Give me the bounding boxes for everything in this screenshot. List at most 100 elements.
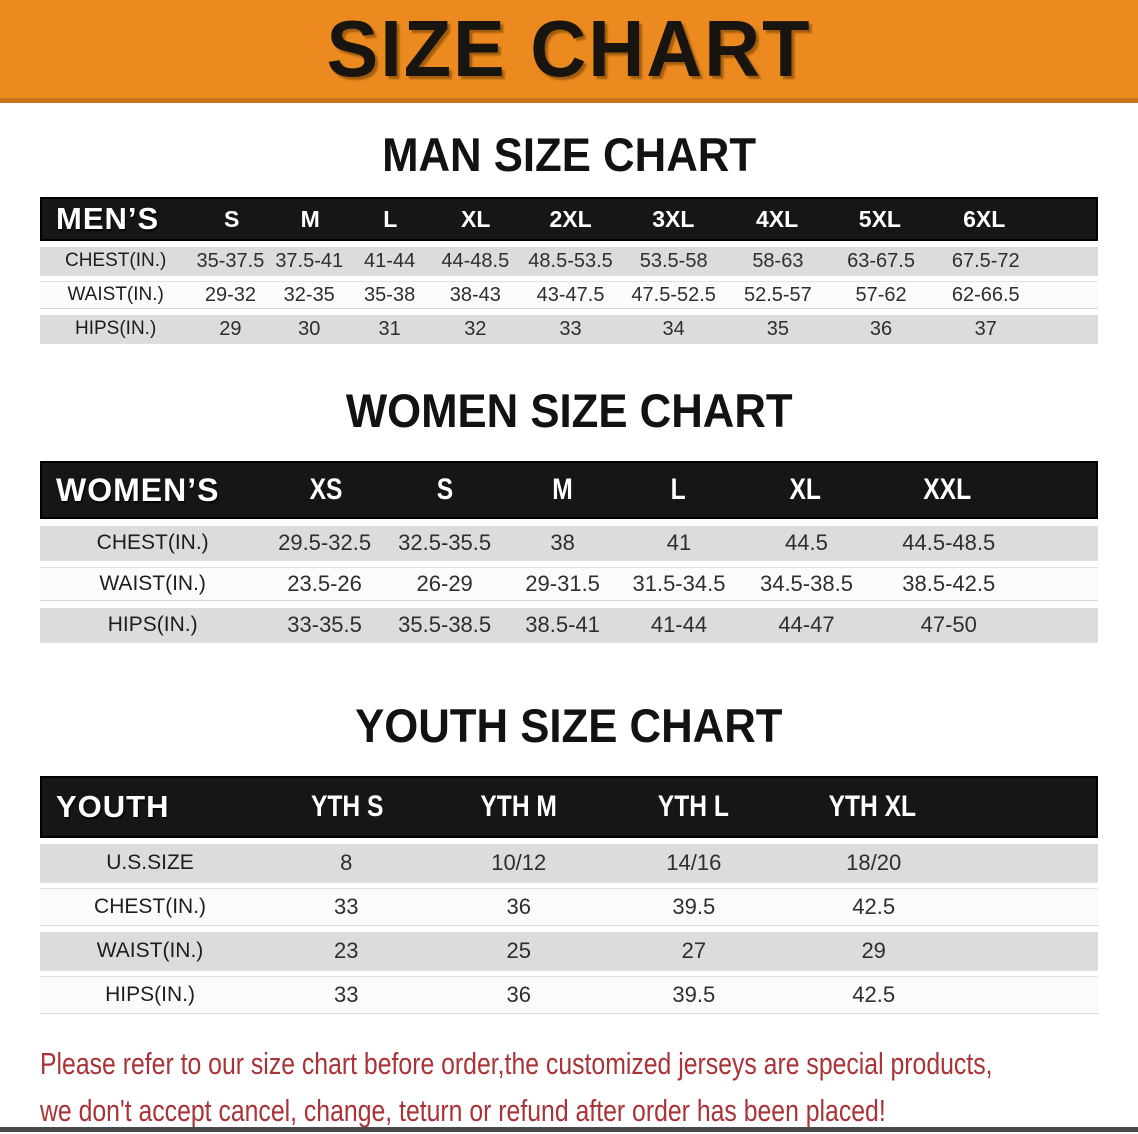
size-column-header: XS	[309, 473, 342, 506]
size-value-cell: 18/20	[846, 850, 902, 875]
size-column-header: 6XL	[963, 205, 1006, 232]
table-row: CHEST(IN.) 29.5-32.5 32.5-35.5 38 41 44.5 44.5…	[40, 526, 1098, 560]
size-value-cell: 62-66.5	[951, 283, 1020, 306]
size-value-cell: 30	[298, 317, 321, 340]
size-value-cell: 37.5-41	[275, 249, 344, 272]
measure-row-label: CHEST(IN.)	[64, 250, 167, 271]
size-column-header: L	[671, 473, 687, 506]
size-value-cell: 41-44	[364, 249, 416, 272]
size-value-cell: 33	[334, 982, 359, 1007]
size-value-cell: 35-37.5	[196, 249, 265, 272]
size-column-header: XXL	[923, 473, 972, 506]
size-value-cell: 63-67.5	[847, 249, 915, 272]
size-value-cell: 23	[334, 938, 359, 963]
order-disclaimer: Please refer to our size chart before or…	[40, 1040, 1098, 1134]
table-row: HIPS(IN.) 33-35.5 35.5-38.5 38.5-41 41-44 44-…	[40, 608, 1098, 642]
size-value-cell: 34.5-38.5	[759, 571, 853, 596]
table-row: WAIST(IN.) 23.5-26 26-29 29-31.5 31.5-34.5 34…	[40, 567, 1098, 601]
size-value-cell: 38.5-42.5	[902, 571, 996, 596]
size-value-cell: 36	[506, 894, 531, 919]
banner-title: SIZE CHART	[326, 4, 812, 93]
size-value-cell: 38.5-41	[525, 612, 600, 637]
size-column-header: 2XL	[549, 205, 592, 232]
size-value-cell: 47-50	[920, 612, 977, 637]
measure-row-label: WAIST(IN.)	[99, 572, 206, 595]
size-value-cell: 43-47.5	[536, 283, 605, 306]
size-value-cell: 39.5	[672, 894, 716, 919]
size-value-cell: 14/16	[666, 850, 722, 875]
table-header-row: MEN’S S M L XL 2XL 3XL 4XL 5XL 6XL	[40, 197, 1098, 241]
size-value-cell: 27	[681, 938, 707, 963]
measure-row-label: U.S.SIZE	[106, 851, 194, 874]
size-value-cell: 44-47	[778, 612, 835, 637]
measure-row-label: CHEST(IN.)	[94, 895, 207, 918]
size-value-cell: 38-43	[449, 283, 501, 306]
measure-row-label: HIPS(IN.)	[105, 983, 195, 1006]
size-value-cell: 52.5-57	[743, 283, 812, 306]
size-value-cell: 26-29	[416, 571, 473, 596]
size-column-header: YTH S	[310, 790, 384, 823]
size-value-cell: 42.5	[852, 894, 896, 919]
size-column-header: M	[552, 473, 573, 506]
table-header-row: YOUTH YTH S YTH M YTH L YTH XL	[40, 776, 1098, 838]
bottom-edge-strip	[0, 1127, 1138, 1132]
mens-size-table: MEN’S S M L XL 2XL 3XL 4XL 5XL 6XL CHEST(IN.) 35-37…	[40, 197, 1098, 343]
size-value-cell: 8	[340, 850, 353, 875]
size-value-cell: 33	[559, 317, 582, 340]
size-column-header: M	[300, 205, 320, 232]
youth-section-heading: YOUTH SIZE CHART	[0, 698, 1138, 752]
size-value-cell: 58-63	[752, 249, 804, 272]
size-column-header: YTH L	[657, 790, 729, 823]
measure-row-label: WAIST(IN.)	[96, 939, 204, 962]
size-value-cell: 32.5-35.5	[398, 530, 492, 555]
size-column-header: XL	[789, 473, 822, 506]
size-column-header: YTH XL	[828, 790, 917, 823]
size-value-cell: 35.5-38.5	[398, 612, 492, 637]
size-value-cell: 44.5-48.5	[902, 530, 996, 555]
size-column-header: XL	[461, 205, 491, 232]
size-value-cell: 42.5	[852, 982, 896, 1007]
size-value-cell: 33-35.5	[287, 612, 362, 637]
size-value-cell: 29.5-32.5	[278, 530, 372, 555]
table-title-label: MEN’S	[56, 201, 160, 236]
table-title-label: WOMEN’S	[56, 471, 220, 508]
size-value-cell: 41	[666, 530, 692, 555]
size-value-cell: 29-31.5	[525, 571, 600, 596]
size-value-cell: 41-44	[650, 612, 708, 637]
size-value-cell: 35	[766, 317, 790, 340]
size-value-cell: 38	[550, 530, 575, 555]
size-value-cell: 32-35	[283, 283, 335, 306]
table-row: WAIST(IN.) 23 25 27 29	[40, 932, 1098, 970]
size-column-header: S	[224, 205, 240, 232]
size-value-cell: 35-38	[364, 283, 416, 306]
man-section-heading: MAN SIZE CHART	[0, 127, 1138, 181]
table-row: HIPS(IN.) 29 30 31 32 33 34 35 36 37	[40, 315, 1098, 343]
size-value-cell: 47.5-52.5	[631, 283, 716, 306]
youth-section-heading-text: YOUTH SIZE CHART	[355, 698, 783, 752]
womens-size-table: WOMEN’S XS S M L XL XXL CHEST(IN.) 29.5-32.5 32.5…	[40, 461, 1098, 642]
table-row: CHEST(IN.) 35-37.5 37.5-41 41-44 44-48.5 48.5…	[40, 247, 1098, 275]
size-column-header: 5XL	[858, 205, 901, 232]
table-header-row: WOMEN’S XS S M L XL XXL	[40, 461, 1098, 519]
size-value-cell: 36	[506, 982, 531, 1007]
size-value-cell: 23.5-26	[287, 571, 362, 596]
women-section-heading: WOMEN SIZE CHART	[0, 383, 1138, 437]
size-column-header: L	[383, 205, 398, 232]
table-title-label: YOUTH	[56, 789, 170, 824]
size-value-cell: 29	[219, 317, 242, 340]
size-value-cell: 34	[662, 317, 685, 340]
size-value-cell: 29	[861, 938, 886, 963]
size-value-cell: 25	[506, 938, 531, 963]
size-column-header: S	[436, 473, 454, 506]
disclaimer-line-1: Please refer to our size chart before or…	[40, 1046, 993, 1081]
size-value-cell: 57-62	[855, 283, 907, 306]
size-chart-banner: SIZE CHART	[0, 0, 1138, 103]
size-value-cell: 31	[378, 317, 401, 340]
size-column-header: 3XL	[652, 205, 695, 232]
table-row: CHEST(IN.) 33 36 39.5 42.5	[40, 888, 1098, 926]
size-value-cell: 48.5-53.5	[528, 249, 613, 272]
table-row: WAIST(IN.) 29-32 32-35 35-38 38-43 43-47.5 47.…	[40, 281, 1098, 309]
table-row: U.S.SIZE 8 10/12 14/16 18/20	[40, 844, 1098, 882]
youth-size-table: YOUTH YTH S YTH M YTH L YTH XL U.S.SIZE 8 10/12…	[40, 776, 1098, 1014]
size-value-cell: 29-32	[204, 283, 256, 306]
